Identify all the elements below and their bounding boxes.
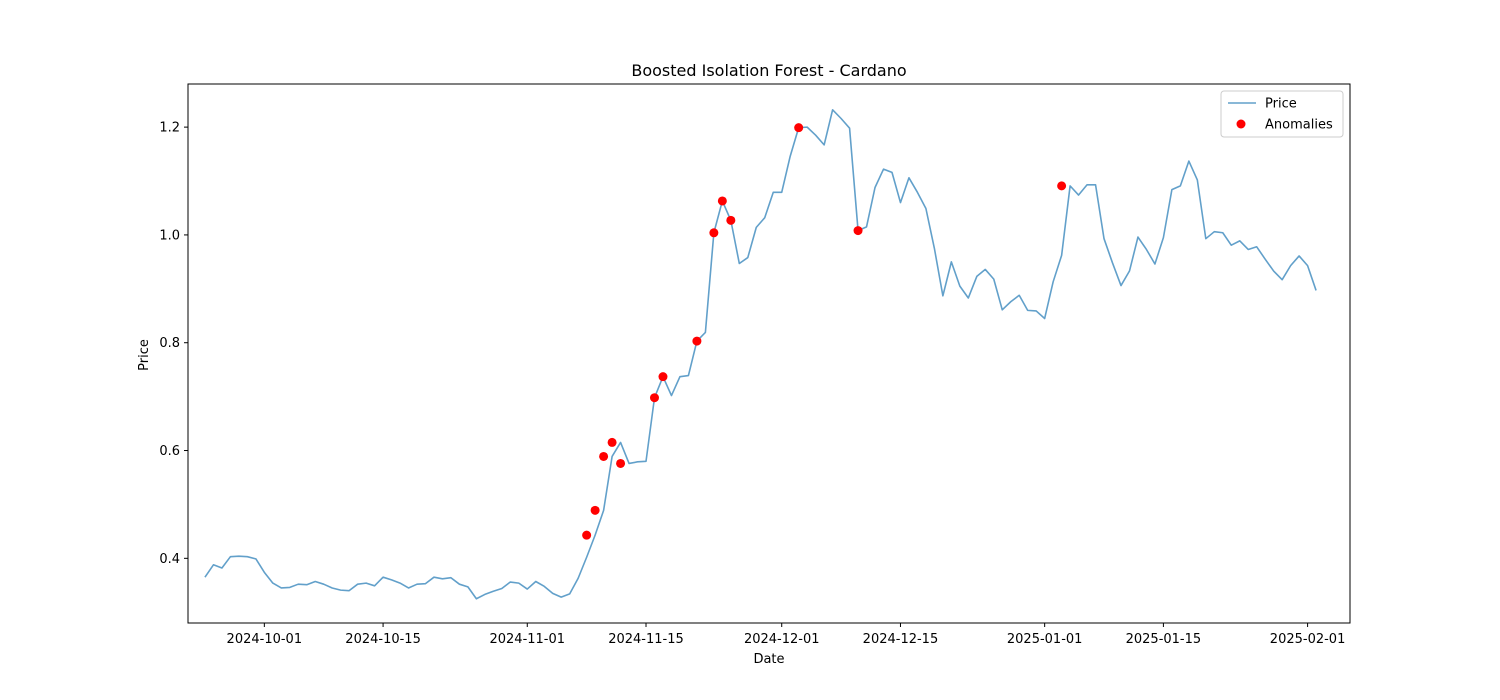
x-tick-label: 2025-01-01 (1007, 632, 1083, 647)
x-tick-label: 2024-11-01 (489, 632, 565, 647)
anomaly-point (658, 372, 668, 382)
axes-frame (187, 83, 1351, 624)
x-tick-label: 2025-01-15 (1126, 632, 1202, 647)
anomaly-point (599, 451, 609, 461)
anomaly-point (616, 458, 626, 468)
y-tick-label: 0.4 (159, 552, 180, 567)
chart-title: Boosted Isolation Forest - Cardano (631, 61, 906, 80)
anomaly-point (692, 336, 702, 346)
y-tick-label: 0.8 (159, 336, 180, 351)
x-tick-label: 2025-02-01 (1270, 632, 1346, 647)
y-tick-label: 1.2 (159, 121, 180, 136)
anomaly-point (794, 123, 804, 133)
legend-anomalies-label: Anomalies (1265, 118, 1333, 133)
anomaly-point (607, 437, 617, 447)
legend-price-label: Price (1265, 97, 1297, 112)
anomaly-point (1057, 181, 1067, 191)
y-axis-label: Price (137, 339, 152, 371)
anomaly-point (853, 226, 863, 236)
anomaly-point (649, 393, 659, 403)
x-tick-label: 2024-10-01 (227, 632, 303, 647)
plot-area: 2024-10-01 2024-10-15 2024-11-01 2024-11-15… (159, 83, 1351, 647)
x-tick-label: 2024-10-15 (345, 632, 421, 647)
anomaly-point (709, 228, 719, 238)
anomaly-point (582, 530, 592, 540)
x-tick-label: 2024-11-15 (608, 632, 684, 647)
x-tick-label: 2024-12-01 (744, 632, 820, 647)
anomaly-point (590, 505, 600, 515)
legend: Price Anomalies (1220, 90, 1344, 138)
anomaly-point (726, 215, 736, 225)
legend-anomalies-swatch (1236, 119, 1246, 129)
anomaly-point (717, 196, 727, 206)
y-tick-label: 1.0 (159, 228, 180, 243)
y-tick-label: 0.6 (159, 444, 180, 459)
series-line-price (204, 109, 1317, 600)
x-tick-label: 2024-12-15 (863, 632, 939, 647)
x-axis-label: Date (753, 652, 784, 667)
